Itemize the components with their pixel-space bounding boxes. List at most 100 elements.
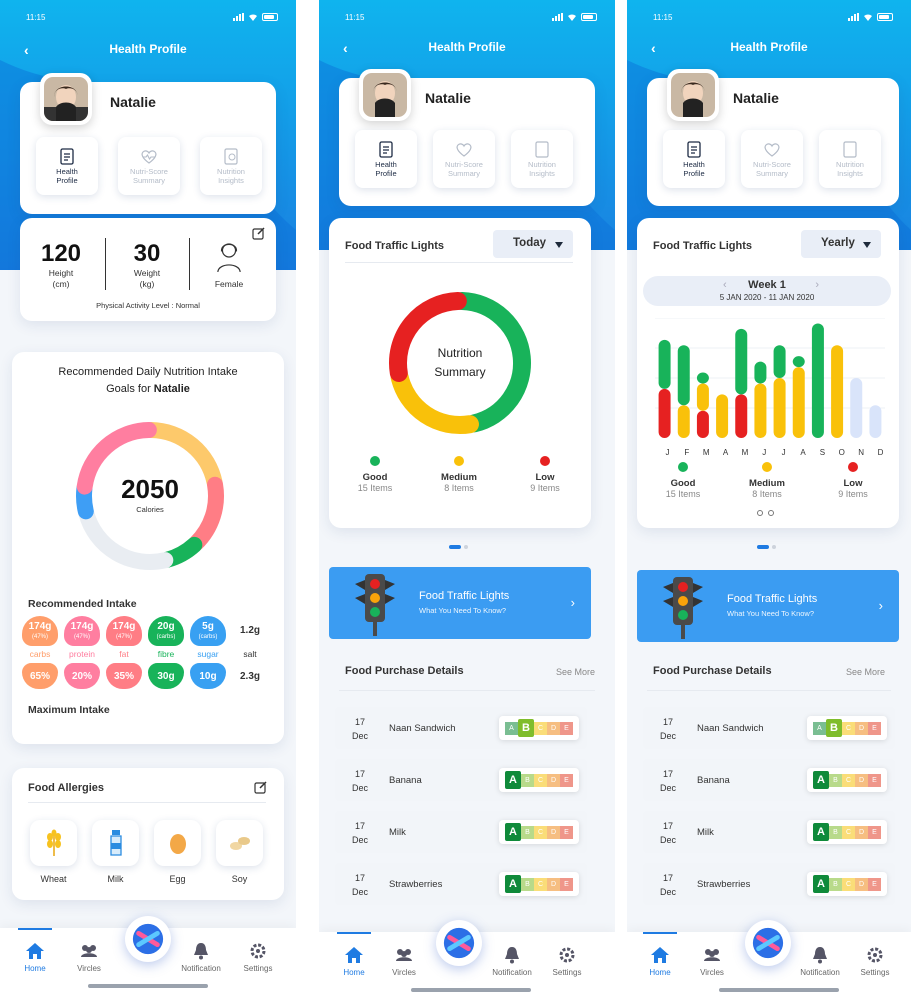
purchase-row[interactable]: 17 Dec Naan Sandwich A B C D E: [335, 707, 587, 749]
ftl-info-banner[interactable]: Food Traffic Lights What You Need To Kno…: [329, 567, 591, 639]
nav-vircles[interactable]: Vircles: [685, 946, 739, 977]
donut-center-label: Nutrition Summary: [434, 346, 486, 379]
app-logo-icon: [443, 927, 475, 959]
tab-nutrition-insights[interactable]: Nutrition Insights: [819, 130, 881, 188]
nav-home[interactable]: Home: [327, 932, 381, 977]
nav-settings[interactable]: Settings: [848, 946, 902, 977]
tab-nutrition-insights[interactable]: Nutrition Insights: [511, 130, 573, 188]
next-week-button[interactable]: ›: [815, 279, 819, 291]
center-action-button[interactable]: [745, 920, 791, 966]
recommended-value: 1.2g: [232, 616, 268, 646]
nutri-score-a: A: [813, 771, 829, 789]
donut-segment: [188, 476, 224, 552]
nutri-score-b: B: [829, 773, 842, 787]
heart-pulse-icon: [764, 143, 780, 157]
nutrient-name: salt: [243, 649, 257, 659]
ftl-title: Food Traffic Lights: [653, 240, 752, 252]
nav-settings[interactable]: Settings: [231, 942, 285, 973]
purchase-row[interactable]: 17 Dec Banana A B C D E: [335, 759, 587, 801]
nutri-score-a: A: [813, 721, 826, 735]
status-bar: 11:15: [653, 13, 893, 25]
see-more-link[interactable]: See More: [845, 667, 885, 677]
food-traffic-lights-card: Food Traffic Lights Today Nutrition Summa…: [329, 218, 591, 528]
center-action-button[interactable]: [436, 920, 482, 966]
legend-medium: Medium 8 Items: [429, 456, 489, 493]
nutri-score-b: B: [518, 719, 534, 737]
back-button[interactable]: ‹: [24, 42, 29, 58]
nutri-score-a: A: [505, 823, 521, 841]
wheat-icon: [46, 829, 61, 856]
food-name: Milk: [697, 827, 714, 838]
food-name: Banana: [697, 775, 730, 786]
nav-vircles[interactable]: Vircles: [377, 946, 431, 977]
divider: [345, 262, 573, 263]
recommended-value: 174g (47%): [106, 616, 142, 646]
weight-stat: 30 Weight (kg): [133, 240, 161, 290]
report-icon: [535, 141, 549, 158]
period-dropdown[interactable]: Today: [493, 230, 573, 258]
tab-nutri-score[interactable]: Nutri-Score Summary: [433, 130, 495, 188]
nutri-score-d: D: [855, 773, 868, 787]
tab-nutri-score[interactable]: Nutri-Score Summary: [118, 137, 180, 195]
tab-health-profile[interactable]: Health Profile: [36, 137, 98, 195]
bar-J-medium: [773, 378, 786, 438]
see-more-link[interactable]: See More: [555, 667, 595, 677]
allergy-egg[interactable]: Egg: [154, 820, 201, 884]
nutri-score-c: C: [842, 877, 855, 891]
legend-good: Good 15 Items: [345, 456, 405, 493]
purchase-row[interactable]: 17 Dec Milk A B C D E: [643, 811, 895, 853]
banner-subtitle: What You Need To Know?: [419, 606, 507, 615]
prev-week-button[interactable]: ‹: [723, 279, 727, 291]
tab-health-profile[interactable]: Health Profile: [355, 130, 417, 188]
avatar[interactable]: [40, 73, 92, 125]
traffic-light-donut-chart: [389, 292, 531, 434]
tab-health-profile[interactable]: Health Profile: [663, 130, 725, 188]
nutri-score-c: C: [534, 877, 547, 891]
nav-notification[interactable]: Notification: [485, 946, 539, 977]
avatar[interactable]: [667, 69, 719, 121]
allergy-soy[interactable]: Soy: [216, 820, 263, 884]
edit-icon[interactable]: [254, 780, 268, 794]
back-button[interactable]: ‹: [651, 40, 656, 56]
nav-settings[interactable]: Settings: [540, 946, 594, 977]
allergy-wheat[interactable]: Wheat: [30, 820, 77, 884]
nutri-score-c: C: [534, 721, 547, 735]
divider: [105, 238, 106, 290]
ftl-info-banner[interactable]: Food Traffic Lights What You Need To Kno…: [637, 570, 899, 642]
tab-nutri-score[interactable]: Nutri-Score Summary: [741, 130, 803, 188]
purchase-title: Food Purchase Details: [653, 665, 772, 677]
month-label: J: [762, 448, 767, 457]
nav-notification[interactable]: Notification: [174, 942, 228, 973]
purchase-date: 17 Dec: [351, 821, 368, 845]
nav-home[interactable]: Home: [633, 932, 687, 977]
nutri-score-b: B: [521, 825, 534, 839]
allergy-milk[interactable]: Milk: [92, 820, 139, 884]
period-dropdown[interactable]: Yearly: [801, 230, 881, 258]
divider: [339, 690, 595, 691]
divider: [189, 238, 190, 290]
purchase-row[interactable]: 17 Dec Banana A B C D E: [643, 759, 895, 801]
food-name: Strawberries: [389, 879, 443, 890]
edit-icon[interactable]: [252, 226, 266, 240]
tab-nutrition-insights[interactable]: Nutrition Insights: [200, 137, 262, 195]
back-button[interactable]: ‹: [343, 40, 348, 56]
avatar[interactable]: [359, 69, 411, 121]
food-traffic-lights-card: Food Traffic Lights Yearly ‹ Week 1 5 JA…: [637, 218, 899, 528]
purchase-row[interactable]: 17 Dec Naan Sandwich A B C D E: [643, 707, 895, 749]
center-action-button[interactable]: [125, 916, 171, 962]
purchase-row[interactable]: 17 Dec Strawberries A B C D E: [643, 863, 895, 905]
nutri-score-c: C: [842, 773, 855, 787]
people-icon: [704, 949, 720, 961]
nav-home[interactable]: Home: [8, 928, 62, 973]
nutri-score-e: E: [560, 825, 573, 839]
bar-J-good: [754, 361, 767, 384]
gender-stat: Female: [194, 240, 264, 290]
purchase-row[interactable]: 17 Dec Milk A B C D E: [335, 811, 587, 853]
bottom-nav: Home Vircles Notification Settings: [319, 920, 615, 1002]
nav-vircles[interactable]: Vircles: [62, 942, 116, 973]
donut-segment: [390, 368, 479, 434]
nav-notification[interactable]: Notification: [793, 946, 847, 977]
purchase-row[interactable]: 17 Dec Strawberries A B C D E: [335, 863, 587, 905]
milk-icon: [109, 830, 122, 856]
